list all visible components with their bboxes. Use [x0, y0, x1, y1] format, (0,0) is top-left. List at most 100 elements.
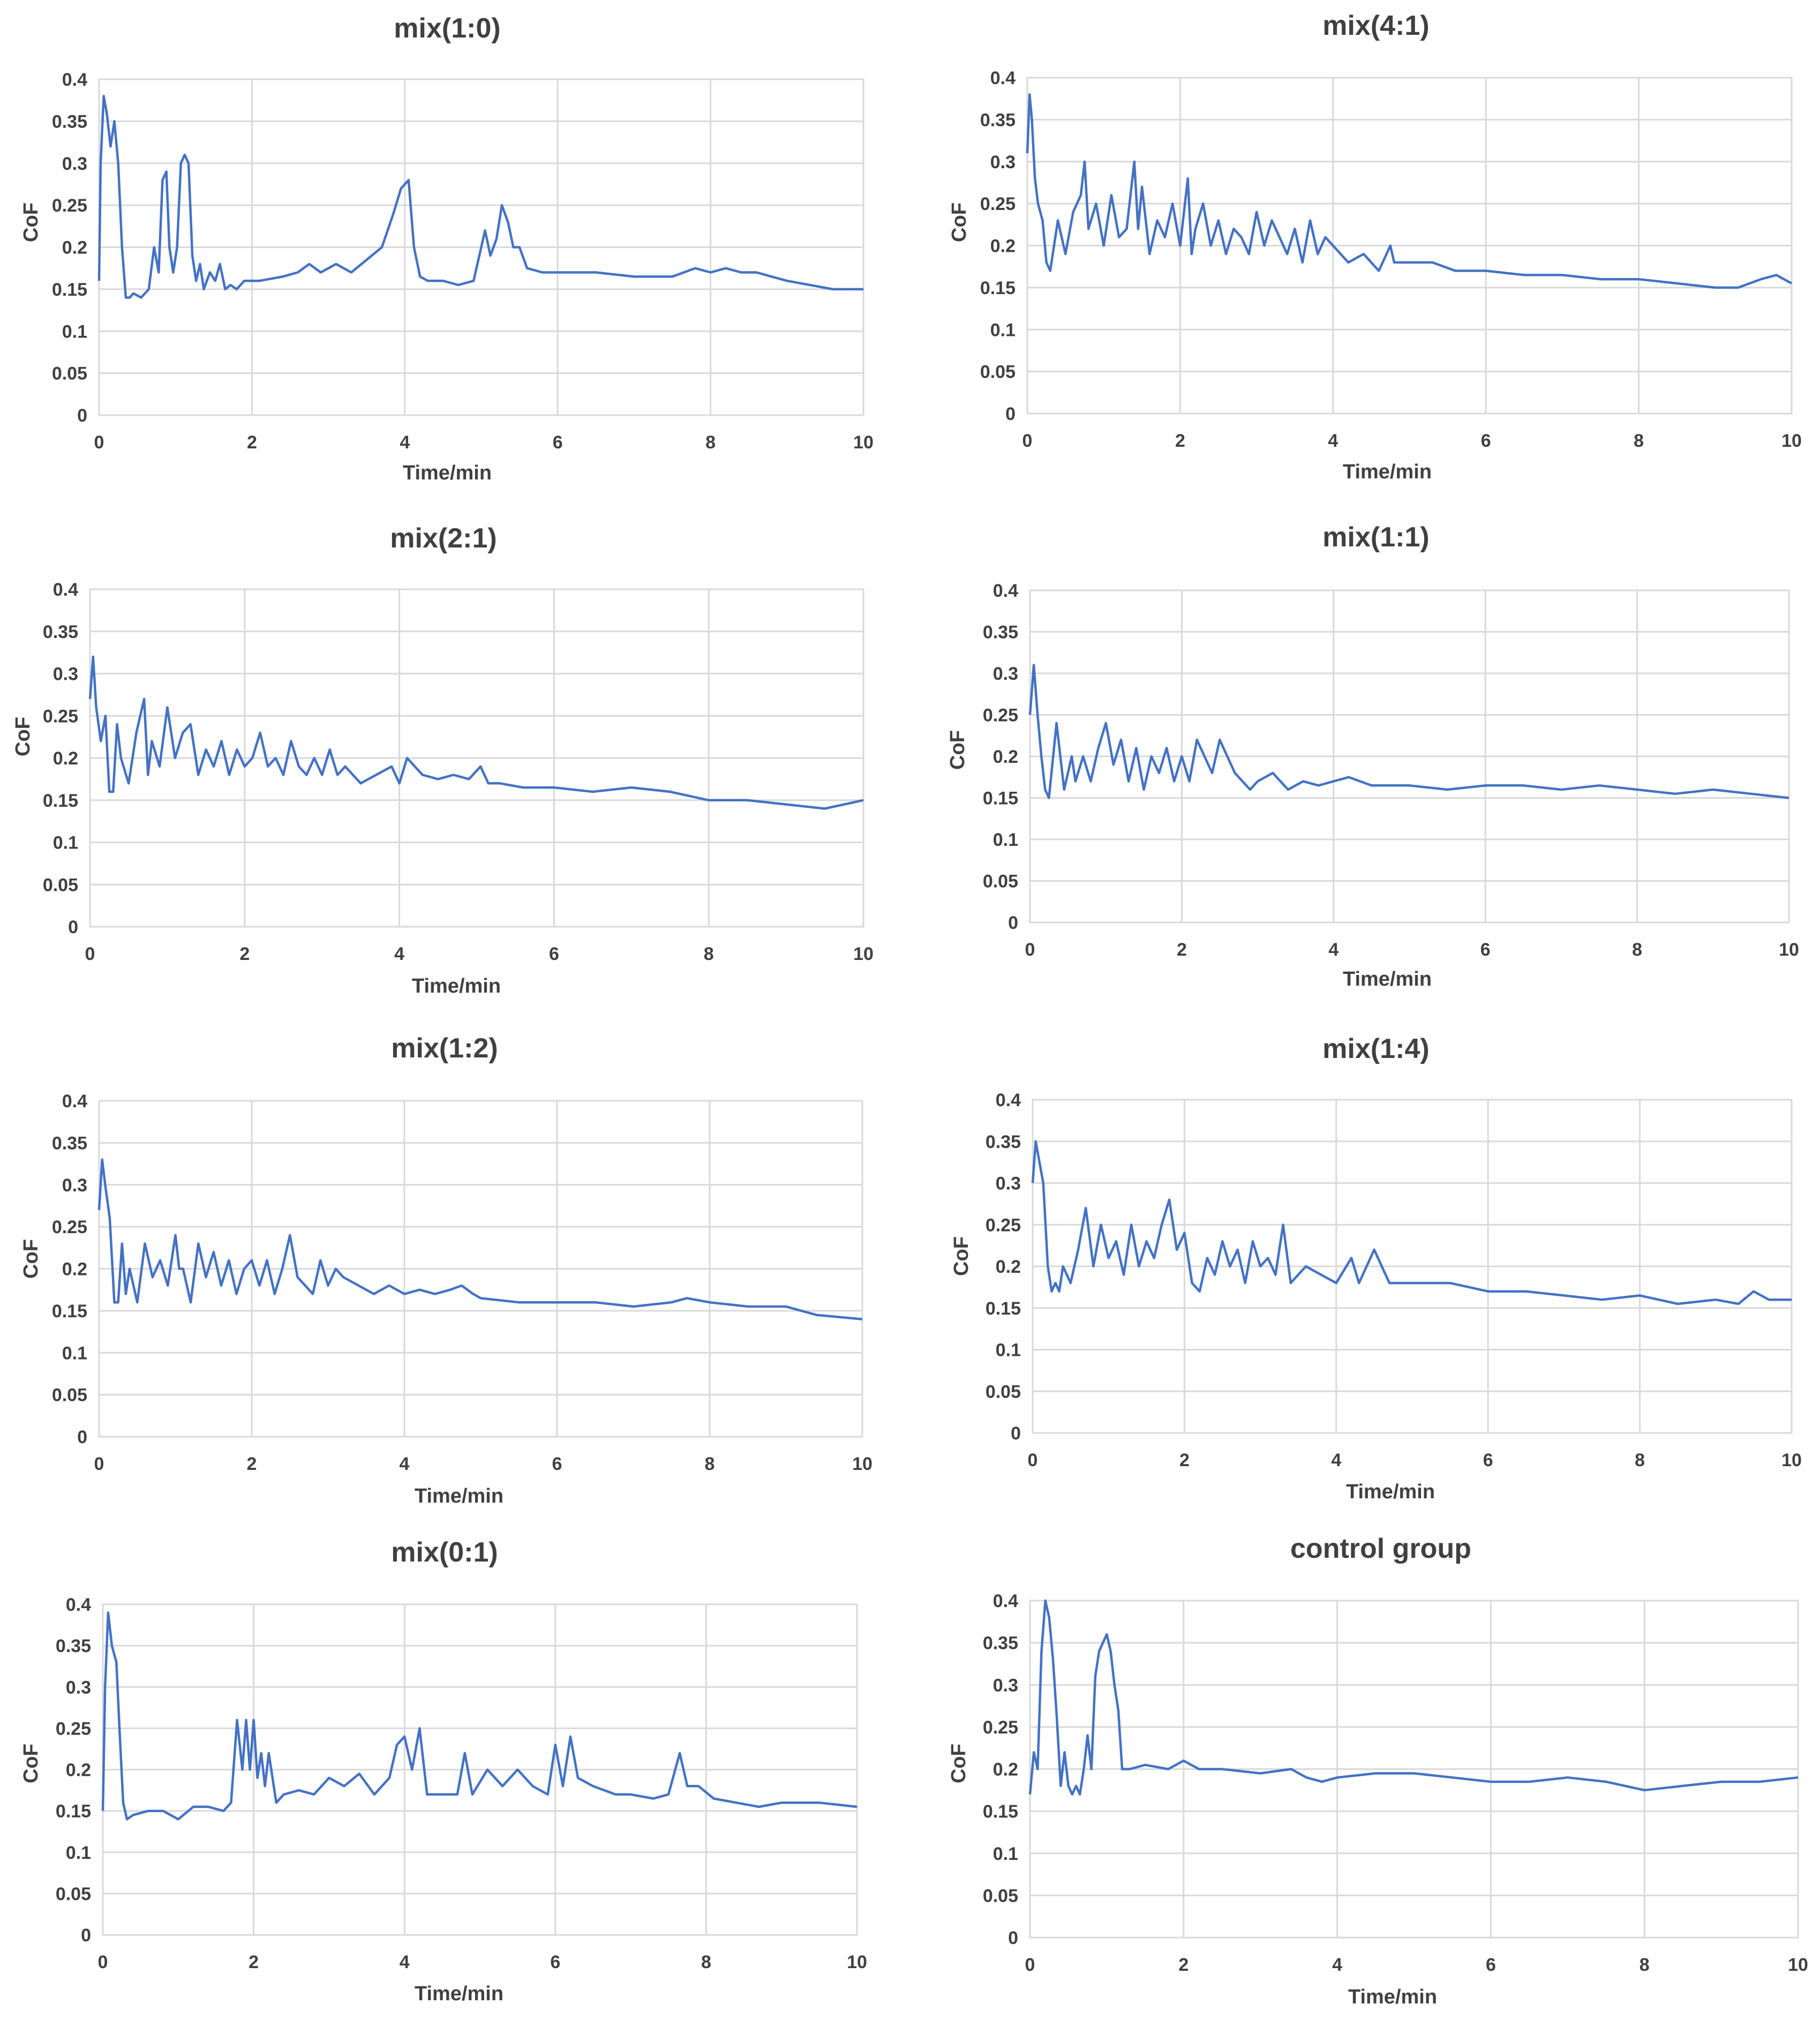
x-tick-label: 2	[247, 1454, 257, 1474]
x-tick-label: 0	[1025, 940, 1035, 960]
chart-panel: mix(1:2) Time/min CoF 0 0.05 0.1 0.15 0.2 0.25 0.…	[20, 1033, 873, 1507]
y-tick-label: 0.4	[993, 581, 1018, 601]
x-tick-label: 2	[1178, 1955, 1189, 1975]
y-tick-label: 0.35	[983, 1633, 1018, 1654]
x-tick-label: 10	[853, 432, 874, 453]
y-tick-label: 0.1	[990, 320, 1016, 340]
x-tick-label: 4	[400, 1952, 410, 1972]
x-tick-label: 10	[1779, 940, 1799, 960]
y-tick-label: 0.15	[56, 1802, 91, 1822]
x-tick-label: 10	[1788, 1955, 1808, 1975]
x-tick-label: 6	[553, 432, 563, 453]
x-tick-label: 0	[98, 1952, 108, 1972]
y-tick-label: 0	[81, 1925, 91, 1946]
y-tick-label: 0.1	[993, 1844, 1018, 1864]
y-tick-label: 0.25	[52, 1217, 87, 1237]
x-tick-label: 2	[1175, 431, 1185, 451]
x-tick-label: 6	[1481, 431, 1491, 451]
y-tick-label: 0.3	[66, 1677, 91, 1698]
y-tick-label: 0.3	[990, 152, 1016, 172]
y-tick-label: 0.15	[983, 789, 1018, 809]
y-tick-label: 0.05	[52, 1385, 87, 1406]
y-tick-label: 0.4	[990, 68, 1016, 88]
chart-panel: mix(1:1) Time/min CoF 0 0.05 0.1 0.15 0.2 0.25 0.…	[946, 522, 1799, 990]
chart-title: mix(1:2)	[391, 1033, 498, 1064]
x-tick-label: 8	[1635, 1450, 1645, 1470]
y-tick-label: 0.05	[986, 1382, 1021, 1402]
plot-area: 0 0.05 0.1 0.15 0.2 0.25 0.3 0.35 0.4 0 2 4 6 8 10	[983, 581, 1799, 960]
y-tick-label: 0.15	[983, 1802, 1018, 1822]
y-tick-label: 0	[1008, 1928, 1018, 1948]
x-tick-label: 4	[400, 1454, 410, 1474]
y-tick-label: 0.2	[66, 1760, 91, 1781]
x-tick-label: 8	[705, 432, 716, 453]
chart-title: mix(1:0)	[394, 13, 500, 44]
x-tick-label: 6	[1486, 1955, 1496, 1975]
plot-area: 0 0.05 0.1 0.15 0.2 0.25 0.3 0.35 0.4 0 2 4 6 8 10	[52, 1091, 873, 1474]
y-tick-label: 0.05	[983, 872, 1018, 892]
y-tick-label: 0.25	[983, 1717, 1018, 1738]
plot-area: 0 0.05 0.1 0.15 0.2 0.25 0.3 0.35 0.4 0 2 4 6 8 10	[43, 580, 874, 964]
y-tick-label: 0	[1011, 1423, 1021, 1444]
y-tick-label: 0.25	[43, 706, 78, 726]
y-tick-label: 0	[1008, 913, 1018, 933]
series-line	[1031, 1140, 1792, 1305]
x-tick-label: 0	[1028, 1450, 1038, 1470]
y-tick-label: 0.2	[53, 748, 78, 769]
x-tick-label: 4	[1331, 1450, 1341, 1470]
y-axis-label: CoF	[946, 730, 969, 770]
x-tick-label: 6	[550, 1952, 560, 1972]
y-tick-label: 0.1	[66, 1843, 91, 1863]
series-line	[1028, 1599, 1799, 1796]
chart-title: mix(2:1)	[390, 523, 497, 554]
y-axis-label: CoF	[20, 1239, 42, 1279]
x-axis-label: Time/min	[415, 1983, 503, 2005]
y-tick-label: 0.4	[53, 580, 78, 600]
y-tick-label: 0.15	[43, 791, 78, 811]
series-line	[1028, 664, 1789, 799]
x-tick-label: 6	[1483, 1450, 1493, 1470]
x-axis-label: Time/min	[1346, 1481, 1435, 1503]
series-line	[1026, 93, 1793, 289]
y-tick-label: 0.25	[986, 1215, 1021, 1235]
x-tick-label: 6	[552, 1454, 562, 1474]
y-tick-label: 0.4	[62, 70, 87, 90]
x-axis-label: Time/min	[412, 975, 501, 997]
plot-area: 0 0.05 0.1 0.15 0.2 0.25 0.3 0.35 0.4 0 2 4 6 8 10	[56, 1595, 867, 1972]
y-axis-label: CoF	[947, 1744, 970, 1783]
y-tick-label: 0.15	[52, 1301, 87, 1322]
y-tick-label: 0.1	[53, 833, 78, 853]
y-axis-label: CoF	[20, 202, 42, 242]
y-tick-label: 0.4	[996, 1090, 1021, 1110]
y-tick-label: 0.2	[62, 1259, 87, 1280]
x-tick-label: 2	[239, 944, 250, 964]
y-tick-label: 0.2	[990, 236, 1016, 257]
y-tick-label: 0.15	[52, 280, 87, 300]
x-tick-label: 2	[1177, 940, 1187, 960]
x-axis-label: Time/min	[1343, 968, 1432, 990]
x-tick-label: 10	[847, 1952, 867, 1972]
y-tick-label: 0.25	[980, 194, 1016, 214]
x-tick-label: 10	[852, 1454, 873, 1474]
y-tick-label: 0	[68, 917, 78, 937]
plot-frame	[1029, 589, 1790, 924]
y-tick-label: 0.25	[983, 705, 1018, 726]
y-tick-label: 0.25	[56, 1718, 91, 1739]
y-tick-label: 0.3	[62, 1175, 87, 1196]
x-axis-label: Time/min	[415, 1485, 503, 1507]
plot-frame	[1026, 77, 1793, 415]
y-tick-label: 0.1	[993, 830, 1018, 850]
y-axis-label: CoF	[950, 1236, 973, 1276]
y-tick-label: 0.05	[983, 1886, 1018, 1906]
y-axis-label: CoF	[20, 1744, 42, 1783]
y-tick-label: 0.35	[986, 1132, 1021, 1152]
x-tick-label: 10	[1781, 431, 1802, 451]
series-line	[97, 95, 863, 299]
x-axis-label: Time/min	[1348, 1986, 1437, 2008]
chart-title: mix(4:1)	[1322, 10, 1429, 41]
x-tick-label: 8	[1634, 431, 1644, 451]
chart-panel: mix(0:1) Time/min CoF 0 0.05 0.1 0.15 0.2 0.25 0.…	[20, 1537, 867, 2005]
x-tick-label: 4	[394, 944, 404, 964]
y-tick-label: 0.15	[980, 278, 1016, 298]
y-tick-label: 0.4	[66, 1595, 91, 1615]
